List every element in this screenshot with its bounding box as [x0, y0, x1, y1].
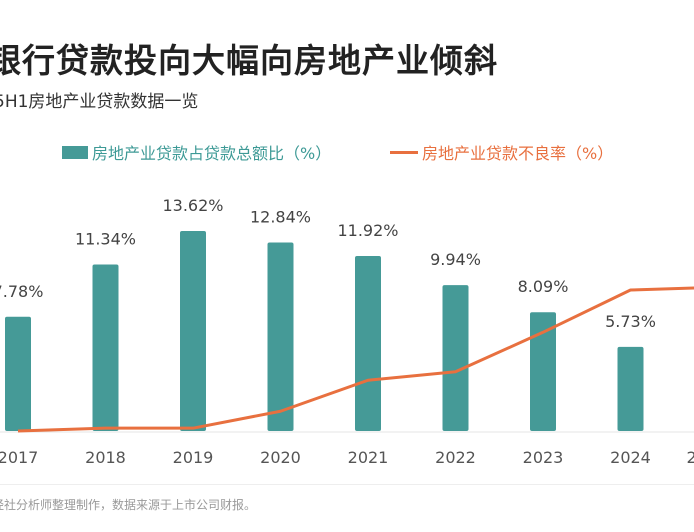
bar-2023: [530, 312, 556, 431]
legend-bar-label: 房地产业贷款占贷款总额比（%）: [92, 144, 332, 163]
bar-2019: [180, 231, 206, 431]
x-tick-2018: 2018: [85, 448, 126, 467]
x-tick-2022: 2022: [435, 448, 476, 467]
x-tick-2017: 2017: [0, 448, 38, 467]
data-label-2017: 7.78%: [0, 282, 43, 301]
x-tick-2025H1: 2025H1: [687, 448, 694, 467]
x-tick-2023: 2023: [523, 448, 564, 467]
data-label-2018: 11.34%: [75, 230, 136, 249]
x-tick-2021: 2021: [348, 448, 389, 467]
bar-2018: [92, 264, 119, 431]
data-label-2019: 13.62%: [162, 196, 223, 215]
chart-subtitle: 5H1房地产业贷款数据一览: [0, 92, 199, 112]
legend-line: 房地产业贷款不良率（%）: [390, 140, 613, 164]
data-label-2021: 11.92%: [337, 221, 398, 240]
legend-bar: 房地产业贷款占贷款总额比（%）: [62, 140, 331, 164]
x-tick-2020: 2020: [260, 448, 301, 467]
bar-2021: [355, 256, 381, 431]
x-tick-2019: 2019: [173, 448, 214, 467]
legend-bar-swatch: [62, 145, 88, 159]
bar-2022: [442, 285, 469, 431]
divider: [0, 484, 694, 485]
chart-title: 银行贷款投向大幅向房地产业倾斜: [0, 41, 498, 80]
bar-2024: [617, 346, 644, 431]
bar-2020: [267, 242, 294, 431]
data-label-2024: 5.73%: [605, 312, 656, 331]
bar-2017: [5, 316, 31, 431]
legend-line-label: 房地产业贷款不良率（%）: [422, 144, 614, 163]
x-tick-2024: 2024: [610, 448, 651, 467]
footnote: 经社分析师整理制作，数据来源于上市公司财报。: [0, 498, 257, 512]
data-label-2023: 8.09%: [518, 277, 569, 296]
legend-line-swatch: [390, 150, 418, 154]
data-label-2022: 9.94%: [430, 250, 481, 269]
npl-rate-line: [17, 286, 694, 433]
data-label-2020: 12.84%: [250, 208, 311, 227]
